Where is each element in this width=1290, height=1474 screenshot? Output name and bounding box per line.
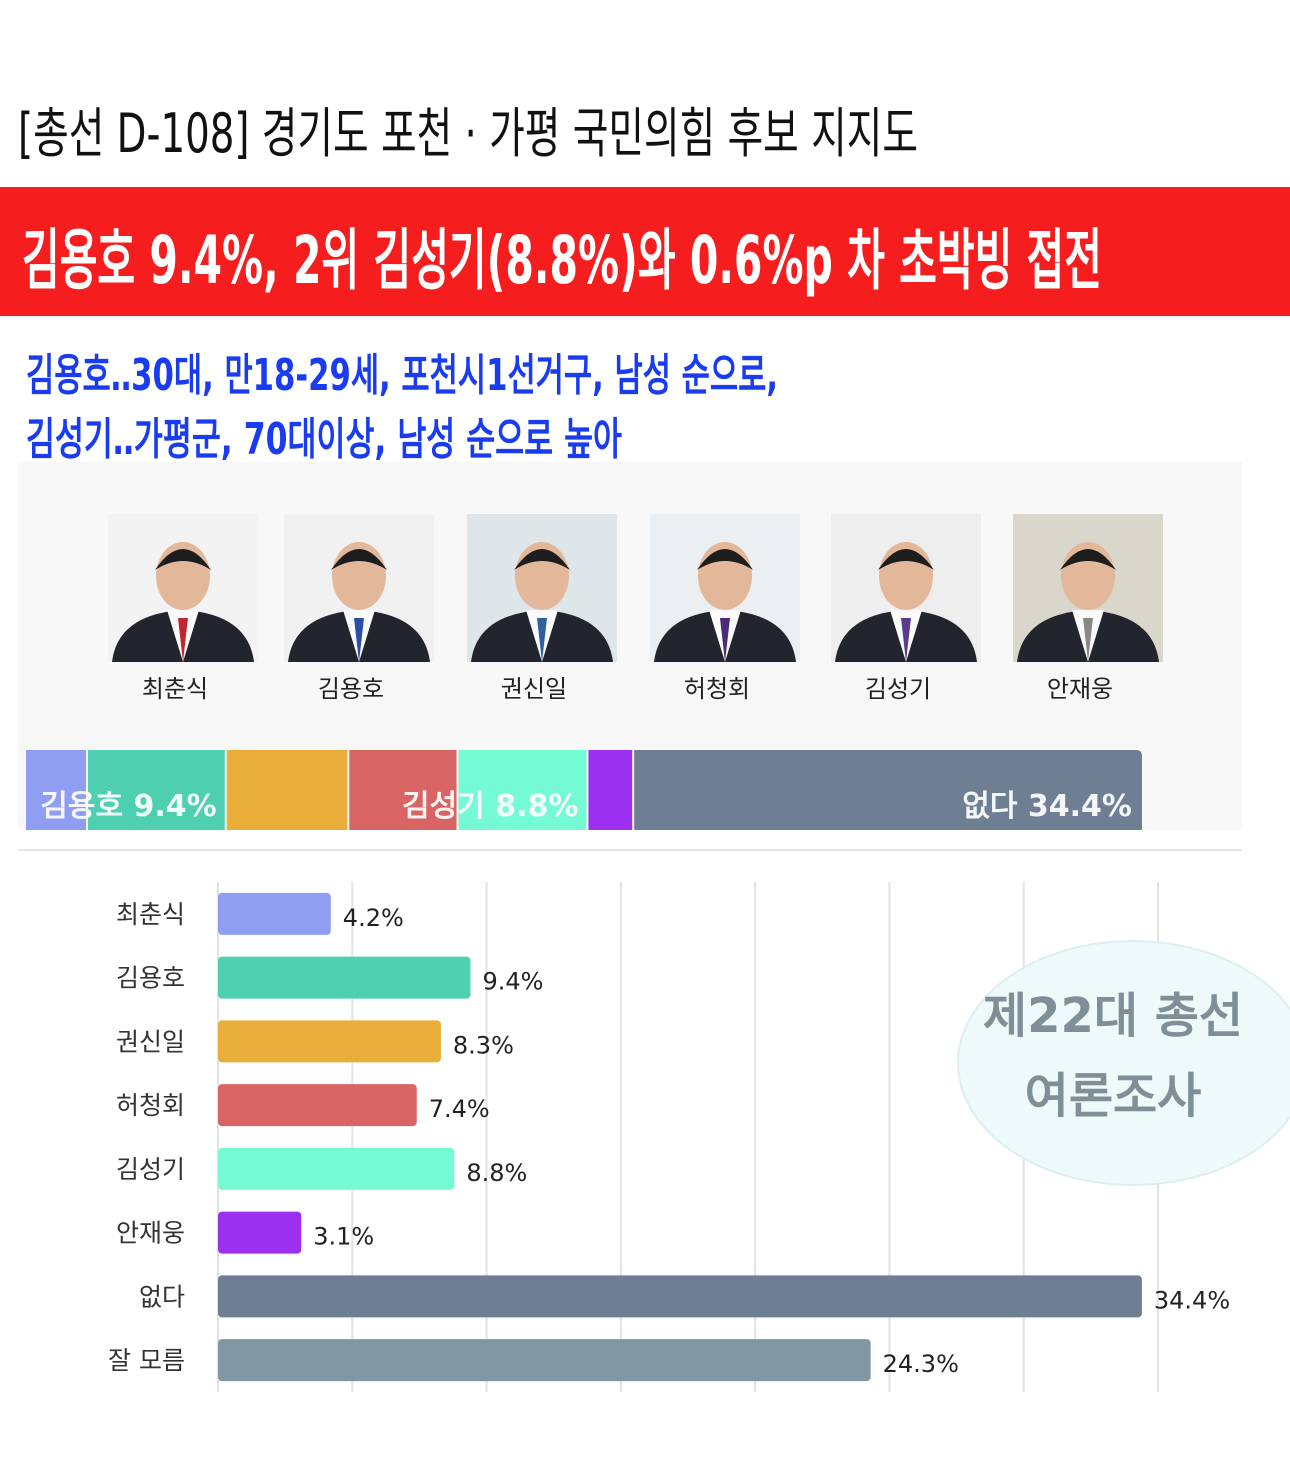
stack-label: 김용호 9.4%	[40, 789, 216, 824]
value-label: 8.8%	[466, 1159, 527, 1187]
stack-segment	[458, 750, 587, 830]
value-label: 3.1%	[313, 1223, 374, 1251]
bar	[218, 1211, 302, 1254]
photo-hair	[878, 549, 934, 570]
stack-segment	[588, 750, 633, 830]
candidate-photo	[650, 514, 800, 662]
value-label: 9.4%	[482, 968, 543, 996]
y-tick-label: 권신일	[116, 1027, 185, 1056]
candidate-name: 안재웅	[1047, 675, 1113, 703]
candidate-photo	[831, 514, 981, 662]
bar	[218, 1275, 1142, 1318]
photo-hair	[697, 549, 753, 570]
y-tick-label: 최춘식	[116, 900, 185, 929]
stack-segment	[88, 750, 225, 830]
bar	[218, 1339, 871, 1382]
value-label: 7.4%	[429, 1095, 490, 1123]
photo-tie	[178, 618, 188, 662]
value-label: 4.2%	[343, 904, 404, 932]
y-tick-label: 안재웅	[116, 1219, 185, 1248]
y-tick-label: 김용호	[116, 964, 185, 993]
headline: 김용호 9.4%, 2위 김성기(8.8%)와 0.6%p 차 초박빙 접전	[22, 222, 1102, 299]
bar	[218, 1084, 417, 1127]
bar	[218, 1020, 441, 1063]
photo-hair	[514, 549, 570, 570]
candidate-photo	[108, 514, 258, 662]
stack-segment	[634, 750, 1142, 830]
photo-hair	[331, 549, 387, 570]
badge-ellipse	[957, 940, 1290, 1186]
badge-text: 제22대 총선	[983, 988, 1243, 1044]
photo-tie	[720, 618, 730, 662]
bar	[218, 956, 471, 999]
photo-tie	[537, 618, 547, 662]
stack-label: 김성기 8.8%	[402, 789, 578, 824]
badge-text: 여론조사	[1025, 1068, 1202, 1124]
photo-tie	[1083, 618, 1093, 662]
y-tick-label: 없다	[139, 1282, 185, 1311]
title: [총선 D-108] 경기도 포천 · 가평 국민의힘 후보 지지도	[18, 102, 918, 165]
subheadline: 김성기‥가평군, 70대이상, 남성 순으로 높아	[26, 414, 622, 465]
bar	[218, 1147, 455, 1190]
stack-segment	[349, 750, 457, 830]
value-label: 8.3%	[453, 1031, 514, 1059]
bar	[218, 892, 331, 935]
y-tick-label: 허청회	[116, 1091, 185, 1120]
candidate-name: 김성기	[865, 675, 931, 703]
value-label: 24.3%	[883, 1350, 959, 1378]
candidate-photo	[284, 514, 434, 662]
stack-segment	[226, 750, 348, 830]
photo-tie	[354, 618, 364, 662]
candidate-photo	[467, 514, 617, 662]
stack-segment	[26, 750, 86, 830]
photo-hair	[1060, 549, 1116, 570]
candidate-photo	[1013, 514, 1163, 662]
candidate-name: 허청회	[684, 675, 750, 703]
photo-tie	[901, 618, 911, 662]
photo-hair	[155, 549, 211, 570]
candidate-name: 김용호	[318, 675, 384, 703]
y-tick-label: 잘 모름	[108, 1346, 185, 1375]
subheadline: 김용호‥30대, 만18-29세, 포천시1선거구, 남성 순으로,	[26, 350, 778, 401]
y-tick-label: 김성기	[116, 1155, 185, 1184]
headline-band	[0, 187, 1290, 316]
value-label: 34.4%	[1154, 1286, 1230, 1314]
stack-label: 없다 34.4%	[962, 789, 1132, 824]
candidate-name: 권신일	[501, 675, 567, 703]
candidate-name: 최춘식	[142, 675, 208, 703]
